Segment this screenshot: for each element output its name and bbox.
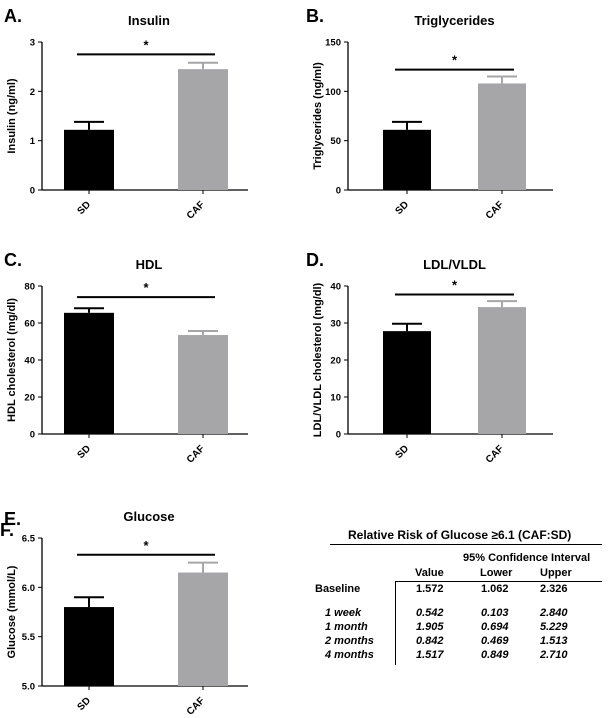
significance-marker-p4: * (452, 278, 458, 293)
panel-letter-f: F. (0, 520, 15, 540)
x-tick-label-caf-p2: CAF (484, 199, 506, 221)
bar-caf-p1 (178, 69, 228, 190)
col-header-value: Value (415, 567, 444, 579)
x-tick-label-sd-p4: SD (394, 443, 412, 461)
significance-marker-p2: * (452, 53, 458, 68)
y-tick-label-p5: 6.0 (22, 583, 35, 594)
bar-sd-p4 (383, 331, 431, 434)
row-2-months-value: 0.842 (416, 635, 444, 647)
row-4-months-lower: 0.849 (481, 649, 509, 661)
y-tick-label-p5: 5.0 (22, 682, 35, 693)
relative-risk-table: F. Relative Risk of Glucose ≥6.1 (CAF:SD… (0, 520, 603, 670)
panel-letter-p1: A. (4, 6, 22, 26)
row-label-1-week: 1 week (325, 607, 362, 619)
row-1-month-lower: 0.694 (481, 621, 509, 633)
y-axis-label-p5: Glucose (mmol/L) (6, 565, 18, 658)
bar-sd-p5 (64, 607, 114, 686)
panel-letter-p3: C. (4, 250, 22, 270)
y-tick-label-p3: 60 (24, 319, 35, 330)
x-tick-label-sd-p5: SD (76, 695, 94, 713)
bar-caf-p2 (478, 83, 526, 190)
row-1-month-upper: 5.229 (540, 621, 568, 633)
y-tick-label-p3: 40 (24, 356, 35, 367)
y-axis-label-p4: LDL/VLDL cholesterol (mg/dl) (312, 282, 324, 437)
y-tick-label-p4: 40 (330, 282, 341, 293)
row-4-months-upper: 2.710 (540, 649, 568, 661)
chart-title-p4: LDL/VLDL (423, 257, 486, 272)
y-axis-label-p3: HDL cholesterol (mg/dl) (6, 298, 18, 422)
y-tick-label-p4: 0 (336, 430, 341, 441)
y-tick-label-p3: 80 (24, 282, 35, 293)
table-header-rule (395, 581, 602, 582)
y-tick-label-p4: 30 (330, 319, 341, 330)
y-tick-label-p2: 100 (325, 87, 341, 98)
y-tick-label-p4: 20 (330, 356, 341, 367)
y-tick-label-p2: 0 (336, 186, 341, 197)
ci-header: 95% Confidence Interval (463, 552, 591, 564)
significance-marker-p1: * (143, 37, 149, 52)
chart-title-p1: Insulin (128, 13, 170, 28)
bar-caf-p3 (178, 335, 228, 434)
baseline-value: 1.572 (416, 583, 444, 595)
panel-letter-p5: E. (4, 509, 21, 529)
row-1-month-value: 1.905 (416, 621, 444, 633)
y-tick-label-p3: 0 (30, 430, 35, 441)
significance-marker-p3: * (143, 280, 149, 295)
baseline-upper: 2.326 (540, 583, 568, 595)
row-1-week-upper: 2.840 (540, 607, 568, 619)
row-1-week-value: 0.542 (416, 607, 444, 619)
x-tick-label-sd-p3: SD (76, 443, 94, 461)
col-header-lower: Lower (480, 567, 513, 579)
chart-title-p2: Triglycerides (414, 13, 494, 28)
bar-sd-p3 (64, 312, 114, 434)
bar-sd-p2 (383, 129, 431, 190)
table-title: Relative Risk of Glucose ≥6.1 (CAF:SD) (348, 528, 572, 542)
x-tick-label-caf-p1: CAF (185, 199, 207, 221)
y-tick-label-p2: 50 (330, 136, 341, 147)
bar-sd-p1 (64, 129, 114, 190)
x-tick-label-caf-p4: CAF (484, 443, 506, 465)
y-tick-label-p1: 1 (30, 136, 36, 147)
row-4-months-value: 1.517 (416, 649, 444, 661)
bar-caf-p5 (178, 572, 228, 686)
table-column-rule (395, 581, 396, 665)
row-label-1-month: 1 month (325, 621, 368, 633)
y-tick-label-p1: 0 (30, 186, 35, 197)
row-1-week-lower: 0.103 (481, 607, 509, 619)
baseline-lower: 1.062 (481, 583, 509, 595)
bar-caf-p4 (478, 307, 526, 434)
row-2-months-lower: 0.469 (481, 635, 509, 647)
significance-marker-p5: * (143, 538, 149, 553)
row-label-4-months: 4 months (325, 649, 374, 661)
table-top-rule (330, 544, 602, 545)
y-tick-label-p1: 3 (30, 38, 35, 49)
y-tick-label-p3: 20 (24, 393, 35, 404)
row-label-2-months: 2 months (325, 635, 374, 647)
x-tick-label-sd-p1: SD (76, 199, 94, 217)
row-2-months-upper: 1.513 (540, 635, 568, 647)
panel-letter-p2: B. (306, 6, 324, 26)
y-tick-label-p5: 5.5 (22, 632, 36, 643)
y-tick-label-p5: 6.5 (22, 534, 36, 545)
x-tick-label-caf-p3: CAF (185, 443, 207, 465)
panel-letter-p4: D. (306, 250, 324, 270)
y-tick-label-p2: 150 (325, 38, 341, 49)
chart-title-p3: HDL (136, 257, 163, 272)
col-header-upper: Upper (540, 567, 572, 579)
chart-title-p5: Glucose (123, 509, 174, 524)
y-tick-label-p1: 2 (30, 87, 35, 98)
x-tick-label-caf-p5: CAF (185, 695, 207, 717)
y-axis-label-p2: Triglycerides (ng/ml) (312, 62, 324, 170)
x-tick-label-sd-p2: SD (394, 199, 412, 217)
row-label-baseline: Baseline (315, 583, 361, 595)
y-axis-label-p1: Insulin (ng/ml) (6, 78, 18, 153)
y-tick-label-p4: 10 (330, 393, 341, 404)
